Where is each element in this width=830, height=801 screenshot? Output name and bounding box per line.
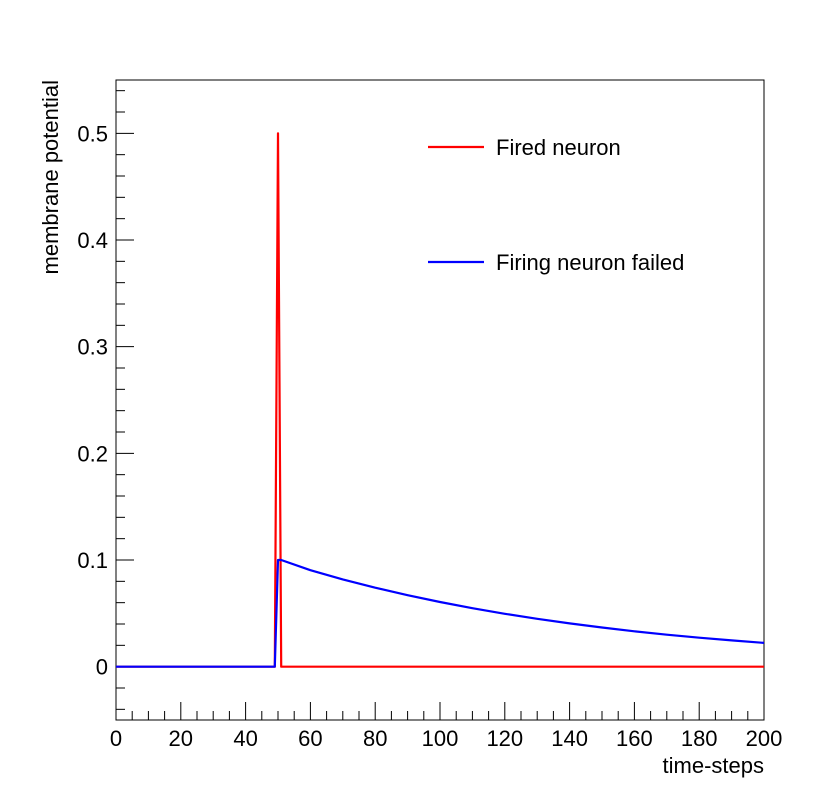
y-tick-label: 0.3 [77, 335, 108, 360]
x-tick-label: 140 [551, 726, 588, 751]
y-axis-title: membrane potential [38, 80, 63, 274]
x-tick-label: 160 [616, 726, 653, 751]
x-axis-title: time-steps [663, 753, 764, 778]
series-lines [116, 132, 765, 668]
series-line-1 [116, 132, 764, 668]
x-tick-label: 40 [233, 726, 257, 751]
y-tick-label: 0.1 [77, 548, 108, 573]
x-tick-label: 180 [681, 726, 718, 751]
plot-frame [115, 79, 765, 721]
axis-ticks [115, 90, 765, 720]
x-tick-label: 120 [486, 726, 523, 751]
y-tick-label: 0 [96, 655, 108, 680]
y-tick-label: 0.5 [77, 121, 108, 146]
x-tick-label: 20 [169, 726, 193, 751]
y-tick-label: 0.4 [77, 228, 108, 253]
tick-labels: 0 20 40 60 80 100 120 140 160 180 200 0 0.1 0.2 0.3 0.4… [77, 121, 782, 751]
legend: Fired neuron Firing neuron failed [428, 135, 684, 275]
series-line-2 [116, 558, 765, 668]
y-tick-label: 0.2 [77, 441, 108, 466]
x-tick-label: 80 [363, 726, 387, 751]
legend-label-2: Firing neuron failed [496, 250, 684, 275]
x-tick-label: 200 [746, 726, 783, 751]
legend-label-1: Fired neuron [496, 135, 621, 160]
x-tick-label: 60 [298, 726, 322, 751]
x-tick-label: 0 [110, 726, 122, 751]
x-tick-label: 100 [422, 726, 459, 751]
